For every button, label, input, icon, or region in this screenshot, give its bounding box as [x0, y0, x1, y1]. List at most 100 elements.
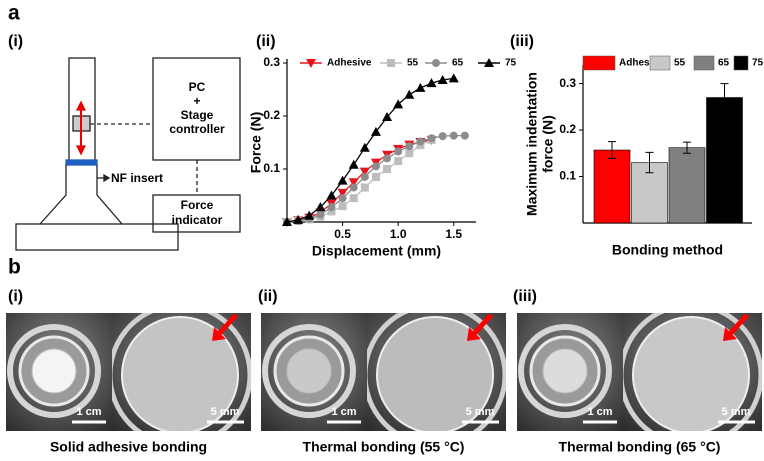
box-text: controller: [169, 122, 225, 136]
pointer-arrow: [727, 313, 749, 337]
scale-label: 5 mm: [466, 406, 495, 418]
data-point: [427, 134, 436, 143]
ring: [518, 324, 612, 418]
ring: [623, 313, 762, 431]
data-point: [438, 132, 447, 141]
box-text: Force: [181, 198, 214, 212]
data-point: [416, 137, 425, 146]
data-point: [383, 154, 392, 163]
legend-label: 75: [752, 58, 764, 69]
box-text: indicator: [172, 213, 223, 227]
data-point: [394, 157, 403, 166]
data-point: [415, 82, 426, 92]
data-point: [437, 74, 448, 84]
photo-right: 5 mm: [623, 313, 762, 431]
membrane: [121, 316, 239, 431]
y-axis-label: Force (N): [248, 112, 264, 173]
y-tick-label: 0.3: [559, 76, 576, 90]
data-point: [370, 126, 381, 136]
x-axis-label: Bonding method: [612, 242, 723, 258]
panel-label: b: [8, 256, 21, 279]
pointer-arrow: [471, 313, 493, 337]
x-tick-label: 0.5: [334, 227, 351, 241]
schematic: [15, 57, 241, 251]
data-point: [337, 175, 348, 185]
data-point: [393, 99, 404, 109]
subpanel-label: (ii): [256, 33, 276, 50]
series-line: [286, 77, 454, 223]
scale-label: 1 cm: [587, 406, 612, 418]
bar: [706, 97, 743, 224]
data-point: [327, 207, 336, 216]
legend-marker: [484, 58, 494, 67]
arrow-head: [467, 327, 481, 341]
subpanel-label: (i): [8, 33, 23, 50]
data-point: [349, 183, 358, 192]
y-tick-label: 0.2: [263, 108, 280, 122]
ring: [262, 324, 356, 418]
photo-left: 1 cm: [261, 313, 367, 431]
scale-label: 5 mm: [722, 406, 751, 418]
box-text: +: [193, 94, 200, 108]
box-text: Stage: [181, 108, 214, 122]
legend-label: Adhesive: [619, 58, 664, 69]
data-point: [348, 159, 359, 169]
subpanel-label: (iii): [513, 288, 537, 305]
legend-label: 55: [674, 58, 686, 69]
insert-label: NF insert: [111, 171, 163, 185]
subpanel-label: (ii): [258, 288, 278, 305]
membrane: [31, 348, 77, 394]
legend-swatch: [649, 55, 671, 71]
data-point: [316, 210, 325, 219]
membrane: [542, 348, 588, 394]
x-tick-label: 1.0: [390, 227, 407, 241]
y-tick-label: 0.1: [263, 161, 280, 175]
membrane: [286, 348, 332, 394]
membrane: [632, 316, 750, 431]
error-bar: [720, 83, 729, 112]
data-point: [360, 172, 369, 181]
caption: Thermal bonding (55 °C): [303, 439, 465, 455]
caption: Solid adhesive bonding: [50, 439, 207, 455]
arrow-head: [75, 100, 87, 111]
arrow-head: [212, 327, 226, 341]
y-axis-label: force (N): [540, 115, 556, 173]
legend-marker: [306, 59, 316, 68]
panel-label: a: [8, 2, 20, 25]
data-point: [327, 203, 336, 212]
legend-label: 55: [407, 58, 419, 69]
data-point: [282, 217, 292, 226]
box-text: PC: [189, 80, 206, 94]
data-point: [304, 210, 315, 220]
x-tick-label: 1.5: [445, 227, 462, 241]
base-plate: [15, 223, 179, 251]
data-point: [315, 202, 326, 212]
subpanel-label: (i): [8, 288, 23, 305]
arrow-head: [723, 327, 737, 341]
pointer-arrow: [216, 313, 238, 337]
arrow-head: [75, 145, 87, 156]
ring: [367, 313, 506, 431]
data-point: [383, 165, 392, 173]
legend-marker: [387, 59, 395, 67]
data-point: [394, 147, 403, 156]
photo-right: 5 mm: [367, 313, 506, 431]
data-point: [349, 194, 358, 203]
error-bar: [683, 141, 691, 154]
legend-swatch: [693, 55, 715, 71]
legend-label: Adhesive: [327, 58, 372, 69]
legend-label: 65: [452, 58, 464, 69]
data-point: [371, 162, 380, 171]
nf-insert: [65, 159, 98, 166]
data-point: [404, 89, 415, 99]
data-point: [338, 194, 347, 203]
holder-base: [39, 165, 123, 225]
subpanel-label: (iii): [510, 33, 534, 50]
data-point: [382, 112, 393, 122]
data-point: [360, 183, 369, 192]
ring: [7, 324, 101, 418]
data-point: [359, 167, 370, 177]
legend-label: 65: [718, 58, 730, 69]
error-bar: [645, 151, 654, 174]
data-point: [348, 178, 359, 188]
